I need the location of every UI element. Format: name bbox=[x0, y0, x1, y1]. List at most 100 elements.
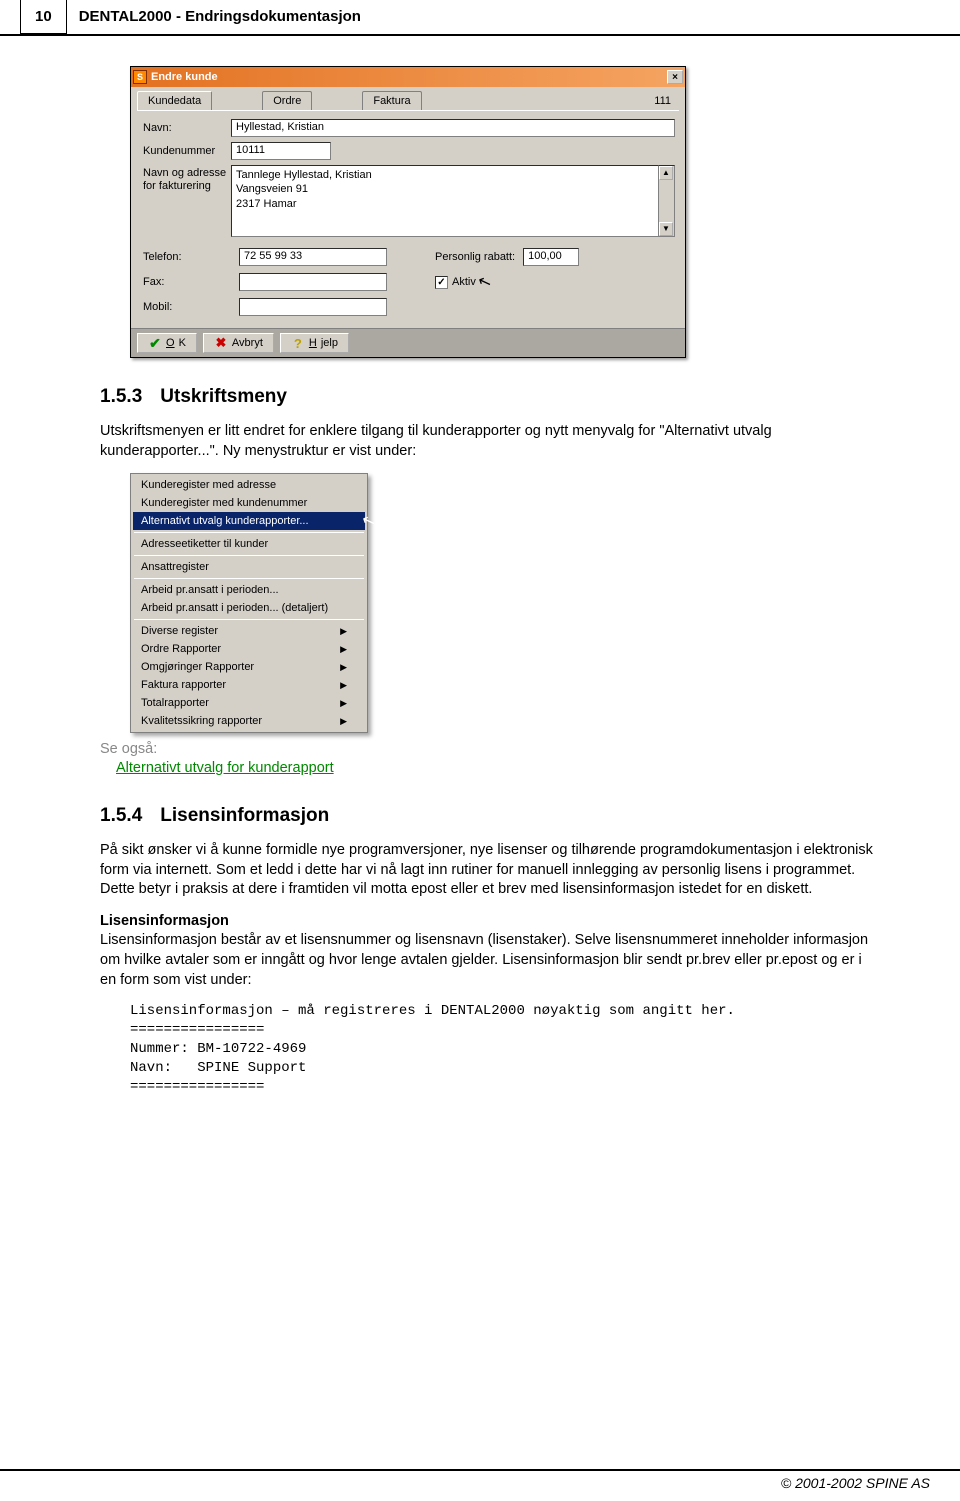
mobil-input[interactable] bbox=[239, 298, 387, 316]
menu-item-label: Kunderegister med adresse bbox=[141, 479, 276, 491]
ok-button[interactable]: ✔OOKK bbox=[137, 333, 197, 353]
document-title: DENTAL2000 - Endringsdokumentasjon bbox=[67, 0, 960, 34]
menu-item-label: Diverse register bbox=[141, 625, 218, 637]
kundenr-label: Kundenummer bbox=[143, 145, 231, 157]
section-154-number: 1.5.4 bbox=[100, 805, 142, 826]
scroll-up-icon[interactable]: ▲ bbox=[659, 166, 673, 180]
page-number: 10 bbox=[20, 0, 67, 34]
section-154-p1: På sikt ønsker vi å kunne formidle nye p… bbox=[100, 841, 880, 900]
menu-item-label: Adresseetiketter til kunder bbox=[141, 538, 268, 550]
tab-faktura[interactable]: Faktura bbox=[362, 91, 421, 110]
section-153-heading: 1.5.3 Utskriftsmeny bbox=[100, 386, 880, 408]
menu-separator bbox=[134, 619, 364, 620]
menu-item-label: Alternativt utvalg kunderapporter... bbox=[141, 515, 309, 527]
x-icon: ✖ bbox=[214, 336, 228, 350]
page-footer: © 2001-2002 SPINE AS bbox=[0, 1469, 960, 1491]
menu-item[interactable]: Omgjøringer Rapporter ▶ bbox=[133, 658, 365, 676]
avbryt-label: Avbryt bbox=[232, 337, 263, 349]
submenu-arrow-icon: ▶ bbox=[340, 680, 347, 691]
page-header: 10 DENTAL2000 - Endringsdokumentasjon bbox=[0, 0, 960, 36]
telefon-label: Telefon: bbox=[143, 251, 231, 263]
mobil-label: Mobil: bbox=[143, 301, 231, 313]
telefon-input[interactable]: 72 55 99 33 bbox=[239, 248, 387, 266]
kundenr-input[interactable]: 10111 bbox=[231, 142, 331, 160]
see-also-label: Se også: bbox=[100, 741, 880, 757]
menu-item[interactable]: Adresseetiketter til kunder bbox=[133, 535, 365, 553]
section-154-heading: 1.5.4 Lisensinformasjon bbox=[100, 805, 880, 827]
menu-item[interactable]: Arbeid pr.ansatt i perioden... (detaljer… bbox=[133, 599, 365, 617]
menu-separator bbox=[134, 578, 364, 579]
menu-item-label: Ordre Rapporter bbox=[141, 643, 221, 655]
menu-item[interactable]: Kunderegister med adresse bbox=[133, 476, 365, 494]
menu-item-label: Totalrapporter bbox=[141, 697, 209, 709]
menu-item[interactable]: Ansattregister bbox=[133, 558, 365, 576]
rabatt-label: Personlig rabatt: bbox=[435, 251, 515, 263]
menu-item[interactable]: Totalrapporter ▶ bbox=[133, 694, 365, 712]
menu-item-label: Faktura rapporter bbox=[141, 679, 226, 691]
menu-item-label: Ansattregister bbox=[141, 561, 209, 573]
license-l3: Nummer: BM-10722-4969 bbox=[130, 1041, 306, 1057]
section-154-subheading: Lisensinformasjon bbox=[100, 913, 229, 929]
section-153-p1: Utskriftsmenyen er litt endret for enkle… bbox=[100, 422, 880, 461]
close-icon[interactable]: × bbox=[667, 70, 683, 84]
menu-item-label: Arbeid pr.ansatt i perioden... (detaljer… bbox=[141, 602, 328, 614]
license-l2: ================ bbox=[130, 1022, 264, 1038]
menu-item-label: Arbeid pr.ansatt i perioden... bbox=[141, 584, 279, 596]
addr-line3: 2317 Hamar bbox=[236, 197, 654, 211]
addr-line2: Vangsveien 91 bbox=[236, 182, 654, 196]
avbryt-button[interactable]: ✖ Avbryt bbox=[203, 333, 274, 353]
menu-separator bbox=[134, 532, 364, 533]
section-153-title: Utskriftsmeny bbox=[160, 386, 287, 407]
dialog-titlebar: S Endre kunde × bbox=[131, 67, 685, 87]
tab-bar: Kundedata Ordre Faktura 111 bbox=[131, 87, 685, 110]
cursor-icon: ↖ bbox=[475, 270, 494, 293]
submenu-arrow-icon: ▶ bbox=[340, 626, 347, 637]
question-icon: ? bbox=[291, 336, 305, 350]
menu-item[interactable]: Ordre Rapporter ▶ bbox=[133, 640, 365, 658]
menu-item[interactable]: Diverse register ▶ bbox=[133, 622, 365, 640]
hjelp-button[interactable]: ?HjelpHjelp bbox=[280, 333, 349, 353]
menu-item-label: Kvalitetssikring rapporter bbox=[141, 715, 262, 727]
license-l5: ================ bbox=[130, 1079, 264, 1095]
app-icon: S bbox=[133, 70, 147, 84]
license-code-block: Lisensinformasjon – må registreres i DEN… bbox=[130, 1002, 880, 1096]
cursor-icon: ↖ bbox=[359, 509, 378, 532]
menu-item[interactable]: Kvalitetssikring rapporter▶ bbox=[133, 712, 365, 730]
dialog-button-bar: ✔OOKK ✖ Avbryt ?HjelpHjelp bbox=[131, 328, 685, 357]
menu-item-label: Omgjøringer Rapporter bbox=[141, 661, 254, 673]
submenu-arrow-icon: ▶ bbox=[340, 644, 347, 655]
submenu-arrow-icon: ▶ bbox=[340, 662, 347, 673]
menu-item[interactable]: Kunderegister med kundenummer bbox=[133, 494, 365, 512]
navn-input[interactable]: Hyllestad, Kristian bbox=[231, 119, 675, 137]
scroll-down-icon[interactable]: ▼ bbox=[659, 222, 673, 236]
see-also-link[interactable]: Alternativt utvalg for kunderapport bbox=[116, 760, 334, 776]
aktiv-label: Aktiv bbox=[452, 276, 476, 288]
endre-kunde-dialog: S Endre kunde × Kundedata Ordre Faktura … bbox=[130, 66, 686, 358]
tab-kundedata[interactable]: Kundedata bbox=[137, 91, 212, 110]
menu-separator bbox=[134, 555, 364, 556]
dialog-title: Endre kunde bbox=[151, 71, 667, 83]
section-153-number: 1.5.3 bbox=[100, 386, 142, 407]
submenu-arrow-icon: ▶ bbox=[340, 698, 347, 709]
aktiv-checkbox[interactable]: ✓ bbox=[435, 276, 448, 289]
fax-label: Fax: bbox=[143, 276, 231, 288]
menu-item[interactable]: Alternativt utvalg kunderapporter...↖ bbox=[133, 512, 365, 530]
addr-label: Navn og adresse for fakturering bbox=[143, 165, 231, 193]
navn-label: Navn: bbox=[143, 122, 231, 134]
menu-item[interactable]: Arbeid pr.ansatt i perioden... bbox=[133, 581, 365, 599]
addr-textarea[interactable]: Tannlege Hyllestad, Kristian Vangsveien … bbox=[231, 165, 659, 237]
menu-item-label: Kunderegister med kundenummer bbox=[141, 497, 307, 509]
utskrift-menu: Kunderegister med adresse Kunderegister m… bbox=[130, 473, 368, 733]
fax-input[interactable] bbox=[239, 273, 387, 291]
addr-scrollbar[interactable]: ▲ ▼ bbox=[659, 165, 675, 237]
rabatt-input[interactable]: 100,00 bbox=[523, 248, 579, 266]
addr-line1: Tannlege Hyllestad, Kristian bbox=[236, 168, 654, 182]
tab-ordre[interactable]: Ordre bbox=[262, 91, 312, 110]
section-154-p2: Lisensinformasjon består av et lisensnum… bbox=[100, 932, 868, 987]
license-l1: Lisensinformasjon – må registreres i DEN… bbox=[130, 1003, 735, 1019]
section-154-title: Lisensinformasjon bbox=[160, 805, 329, 826]
customer-id-display: 111 bbox=[654, 95, 679, 107]
check-icon: ✔ bbox=[148, 336, 162, 350]
menu-item[interactable]: Faktura rapporter ▶ bbox=[133, 676, 365, 694]
section-154-sub: Lisensinformasjon Lisensinformasjon best… bbox=[100, 912, 880, 990]
